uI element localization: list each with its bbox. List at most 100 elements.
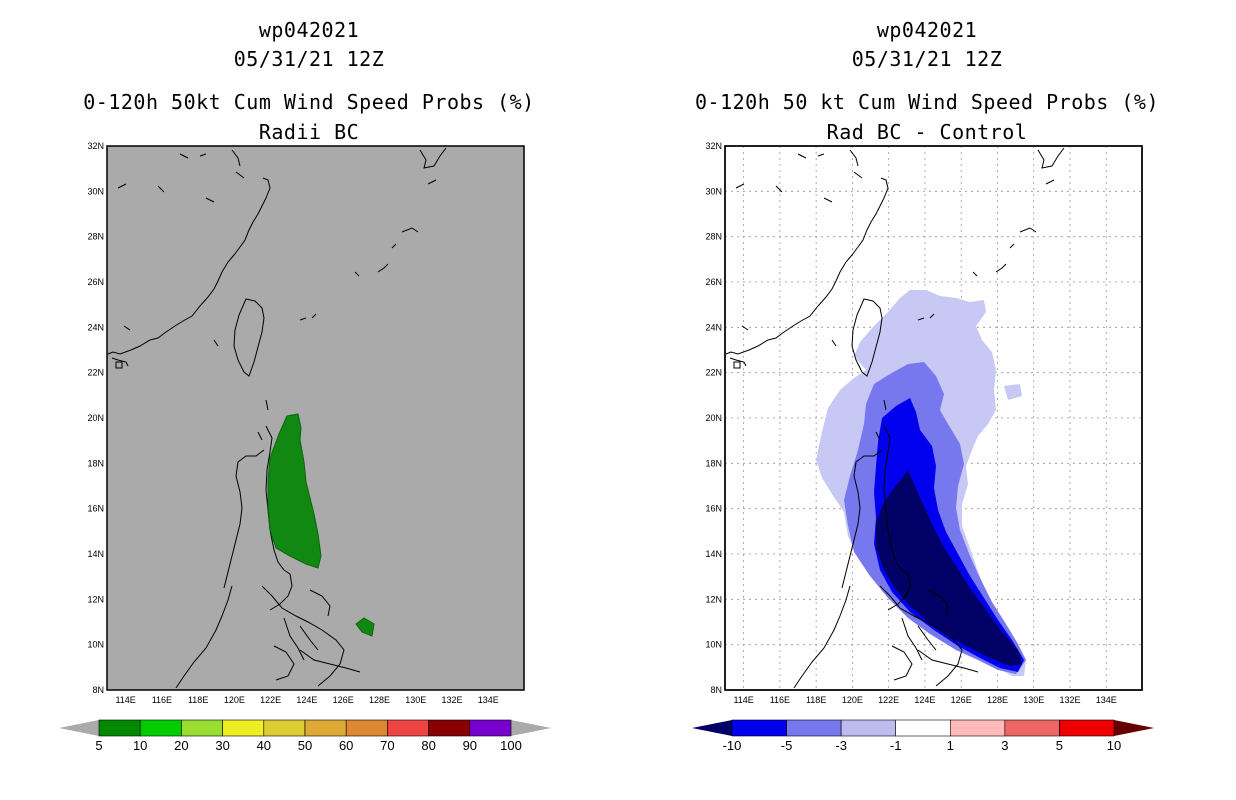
colorbar-label: 40 [256, 738, 272, 753]
lat-tick-label: 32N [87, 141, 104, 151]
lat-tick-label: 12N [705, 594, 722, 604]
axis-ticks: 32N 30N 28N 26N 24N 22N 20N 18N 16N 14N 12N 10N 8N 11… [87, 141, 498, 705]
product-title: 0-120h 50kt Cum Wind Speed Probs (%) [83, 90, 535, 114]
colorbar [692, 719, 1154, 737]
colorbar-swatch [786, 719, 842, 737]
colorbar-label: -5 [780, 738, 793, 753]
lat-tick-label: 30N [705, 186, 722, 196]
colorbar-label: 20 [174, 738, 189, 753]
lon-tick-label: 124E [296, 695, 317, 705]
lon-tick-label: 130E [405, 695, 426, 705]
colorbar-swatch [895, 719, 951, 737]
colorbar-end-triangle [511, 720, 551, 736]
lon-tick-label: 122E [878, 695, 899, 705]
lat-tick-label: 26N [87, 277, 104, 287]
lon-tick-label: 126E [951, 695, 972, 705]
lon-tick-label: 118E [188, 695, 208, 705]
contour-5pct-east [355, 617, 375, 637]
colorbar-swatch [263, 719, 306, 737]
colorbar-swatch [139, 719, 182, 737]
lat-tick-label: 8N [92, 685, 104, 695]
colorbar-label: 5 [95, 738, 103, 753]
colorbar-label: 100 [500, 738, 522, 753]
colorbar-label: -10 [722, 738, 742, 753]
contour-neg10 [876, 470, 1022, 666]
lon-tick-label: 120E [224, 695, 245, 705]
lon-tick-label: 126E [333, 695, 354, 705]
axis-ticks: 32N 30N 28N 26N 24N 22N 20N 18N 16N 14N 12N 10N 8N 11… [705, 141, 1116, 705]
colorbar-end-triangle [692, 720, 732, 736]
colorbar-label: 30 [215, 738, 230, 753]
lat-tick-label: 22N [87, 368, 104, 378]
right-panel: wp042021 05/31/21 12Z 0-120h 50 kt Cum W… [618, 0, 1236, 800]
lat-tick-label: 14N [87, 549, 104, 559]
lon-tick-label: 128E [369, 695, 390, 705]
probability-map: 32N 30N 28N 26N 24N 22N 20N 18N 16N 14N 12N 10N 8N 11… [87, 141, 525, 705]
product-title: 0-120h 50 kt Cum Wind Speed Probs (%) [694, 90, 1160, 114]
lon-tick-label: 120E [842, 695, 863, 705]
colorbar-swatch [469, 719, 512, 737]
lat-tick-label: 18N [87, 458, 104, 468]
colorbar-end-triangle [1114, 720, 1154, 736]
colorbar-label: 50 [297, 738, 313, 753]
coastlines [725, 147, 1065, 689]
lat-tick-label: 12N [87, 594, 104, 604]
lon-tick-label: 114E [733, 695, 753, 705]
lon-tick-label: 122E [260, 695, 281, 705]
lat-tick-label: 14N [705, 549, 722, 559]
lat-tick-label: 22N [705, 368, 722, 378]
lon-tick-label: 118E [806, 695, 826, 705]
storm-id-title: wp042021 [876, 18, 978, 42]
colorbar-label: 80 [421, 738, 436, 753]
colorbar-label: 10 [132, 738, 148, 753]
contour-5pct-luzon [267, 413, 322, 569]
lat-tick-label: 32N [705, 141, 722, 151]
lat-tick-label: 8N [710, 685, 722, 695]
colorbar-swatch [840, 719, 897, 737]
lon-tick-label: 116E [152, 695, 172, 705]
lon-tick-label: 134E [478, 695, 499, 705]
colorbar-swatch [181, 719, 223, 737]
lon-tick-label: 132E [1059, 695, 1080, 705]
lat-tick-label: 10N [705, 640, 722, 650]
lon-tick-label: 128E [987, 695, 1008, 705]
lon-tick-label: 134E [1096, 695, 1117, 705]
lat-tick-label: 28N [705, 232, 722, 242]
colorbar-end-triangle [59, 720, 99, 736]
lat-tick-label: 24N [705, 322, 722, 332]
colorbar-label: 60 [338, 738, 354, 753]
colorbar-label: 10 [1106, 738, 1122, 753]
colorbar-label: -1 [889, 738, 902, 753]
storm-id-title: wp042021 [258, 18, 360, 42]
lat-tick-label: 20N [87, 413, 104, 423]
lon-tick-label: 132E [441, 695, 462, 705]
contour-neg1-patch [1004, 384, 1022, 400]
colorbar-swatch [304, 719, 347, 737]
product-subtitle: Radii BC [258, 120, 360, 144]
colorbar-label: 3 [1001, 738, 1009, 753]
lat-tick-label: 26N [705, 277, 722, 287]
product-subtitle: Rad BC - Control [826, 120, 1028, 144]
lat-tick-label: 28N [87, 232, 104, 242]
colorbar-label: -3 [835, 738, 847, 753]
lon-tick-label: 130E [1023, 695, 1044, 705]
colorbar-label: 5 [1055, 738, 1064, 753]
colorbar-label: 70 [380, 738, 395, 753]
colorbar-swatch [387, 719, 429, 737]
colorbar [59, 719, 551, 737]
probability-contours [267, 413, 375, 637]
lon-tick-label: 116E [770, 695, 790, 705]
colorbar-swatch [949, 719, 1006, 737]
coastlines [107, 147, 447, 689]
difference-map: 32N 30N 28N 26N 24N 22N 20N 18N 16N 14N 12N 10N 8N 11… [705, 141, 1143, 705]
colorbar-swatch [731, 719, 787, 737]
lon-tick-label: 114E [115, 695, 135, 705]
lat-tick-label: 30N [87, 186, 104, 196]
map-frame [106, 145, 525, 691]
lat-tick-label: 16N [87, 504, 104, 514]
colorbar-label: 1 [946, 738, 954, 753]
colorbar-swatch [1059, 719, 1115, 737]
colorbar-swatch [1004, 719, 1060, 737]
left-panel: wp042021 05/31/21 12Z 0-120h 50kt Cum Wi… [59, 18, 551, 753]
colorbar-swatch [345, 719, 388, 737]
